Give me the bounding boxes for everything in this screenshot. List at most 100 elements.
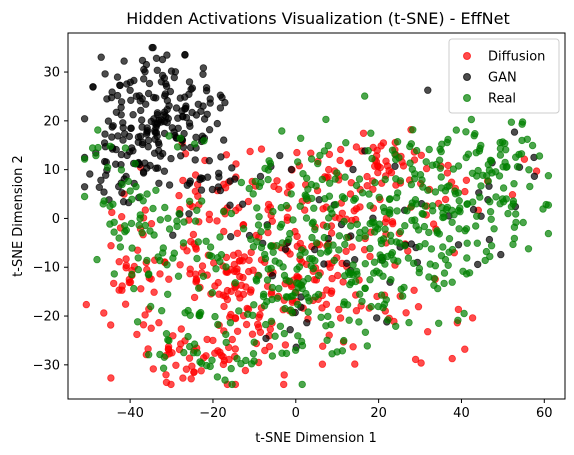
point-real (294, 158, 302, 166)
point-real (409, 259, 418, 267)
point-diffusion (336, 314, 345, 322)
point-diffusion (281, 341, 290, 349)
point-real (430, 274, 438, 283)
point-real (443, 203, 452, 212)
point-real (325, 192, 334, 200)
point-diffusion (126, 278, 135, 286)
point-diffusion (280, 371, 288, 379)
point-real (365, 190, 373, 198)
point-real (396, 177, 405, 185)
point-real (387, 237, 395, 245)
point-real (286, 229, 294, 238)
point-diffusion (257, 145, 266, 153)
point-gan (510, 128, 519, 136)
point-diffusion (198, 262, 207, 270)
point-real (496, 151, 505, 159)
point-real (407, 140, 415, 148)
point-real (507, 118, 516, 126)
point-real (103, 163, 112, 172)
point-real (200, 137, 208, 145)
point-real (202, 237, 210, 245)
point-gan (136, 106, 145, 115)
point-diffusion (318, 360, 327, 368)
point-real (271, 332, 279, 340)
point-gan (373, 314, 381, 322)
point-real (174, 272, 183, 280)
point-gan (208, 185, 217, 194)
point-real (418, 209, 426, 218)
point-real (435, 156, 444, 164)
point-real (279, 263, 287, 271)
point-gan (89, 83, 97, 91)
point-gan (276, 151, 284, 160)
point-gan (117, 103, 125, 112)
point-real (165, 225, 174, 233)
point-real (227, 209, 236, 218)
point-real (392, 322, 400, 330)
point-real (233, 354, 241, 363)
point-real (436, 164, 444, 172)
point-diffusion (185, 354, 194, 362)
point-gan (154, 138, 163, 147)
point-real (316, 151, 324, 160)
point-gan (185, 210, 193, 218)
point-diffusion (379, 139, 388, 147)
point-real (434, 284, 442, 293)
point-real (293, 265, 301, 273)
point-diffusion (443, 169, 452, 177)
point-gan (219, 136, 228, 144)
point-real (213, 373, 222, 381)
point-diffusion (217, 351, 226, 360)
point-diffusion (214, 278, 222, 287)
point-real (459, 267, 467, 275)
point-gan (80, 183, 89, 191)
point-diffusion (139, 321, 148, 329)
point-real (375, 193, 383, 201)
point-real (420, 222, 429, 231)
point-real (376, 251, 384, 259)
point-real (504, 209, 512, 218)
point-gan (320, 260, 328, 268)
point-real (499, 184, 508, 192)
point-real (212, 265, 220, 273)
point-diffusion (176, 261, 184, 269)
point-real (263, 297, 271, 306)
point-real (227, 364, 235, 373)
point-real (421, 239, 429, 248)
point-real (331, 175, 339, 183)
point-gan (120, 57, 128, 65)
point-real (525, 166, 533, 174)
point-real (355, 234, 363, 242)
point-diffusion (461, 187, 469, 196)
point-real (528, 141, 537, 150)
point-real (347, 222, 355, 230)
point-real (352, 277, 360, 286)
point-real (467, 115, 476, 124)
point-real (179, 239, 188, 247)
point-gan (129, 110, 137, 119)
point-real (124, 177, 132, 185)
point-real (130, 284, 138, 293)
point-real (276, 223, 284, 231)
point-diffusion (234, 249, 242, 257)
point-gan (176, 152, 185, 160)
point-real (143, 256, 151, 265)
x-tick-label: −20 (199, 406, 226, 421)
point-real (490, 225, 498, 233)
point-real (379, 235, 388, 243)
point-diffusion (508, 190, 517, 199)
point-gan (166, 87, 175, 96)
point-gan (407, 240, 416, 248)
point-diffusion (254, 320, 262, 328)
point-real (249, 243, 258, 251)
point-diffusion (100, 309, 108, 317)
point-real (387, 276, 395, 284)
point-diffusion (342, 247, 350, 255)
point-diffusion (350, 207, 358, 215)
point-diffusion (190, 293, 199, 302)
point-real (170, 249, 178, 257)
point-real (304, 308, 312, 316)
point-real (401, 221, 409, 230)
point-real (175, 209, 183, 218)
point-diffusion (189, 230, 198, 239)
